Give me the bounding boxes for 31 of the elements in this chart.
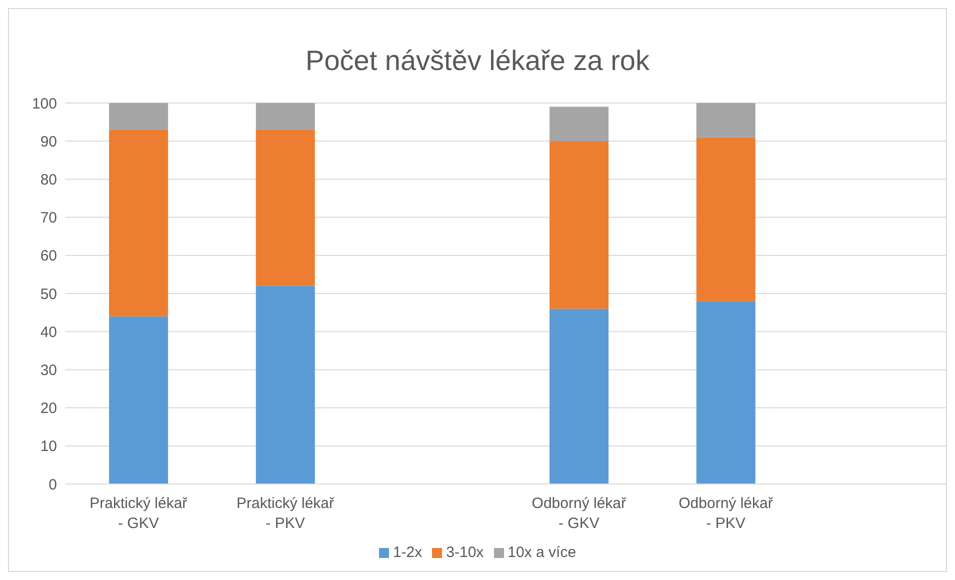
- bar: [256, 103, 315, 130]
- bar: [696, 137, 756, 302]
- legend-label: 10x a více: [508, 544, 576, 561]
- x-tick-label: Odborný lékař - PKV: [678, 495, 774, 532]
- bar: [256, 130, 315, 286]
- y-tick-label: 70: [40, 210, 57, 227]
- x-tick-label: Odborný lékař - GKV: [532, 495, 628, 532]
- bar: [550, 106, 609, 142]
- chart-title: Počet návštěv lékaře za rok: [304, 44, 650, 78]
- bar: [696, 301, 756, 484]
- legend-label: 1-2x: [392, 544, 422, 561]
- y-tick-label: 20: [40, 400, 57, 418]
- y-tick-label: 90: [40, 133, 57, 150]
- bar: [109, 130, 168, 316]
- y-tick-label: 100: [32, 95, 57, 112]
- y-tick-label: 0: [48, 476, 57, 494]
- x-tick-label: Praktický lékař - GKV: [90, 495, 188, 532]
- y-tick-label: 50: [40, 286, 57, 303]
- y-tick-label: 60: [40, 248, 57, 265]
- y-tick-label: 30: [40, 362, 57, 380]
- bar: [109, 103, 168, 130]
- bar: [696, 103, 756, 138]
- y-tick-label: 10: [40, 438, 57, 456]
- bar: [550, 308, 609, 484]
- legend-label: 3-10x: [446, 544, 484, 561]
- y-tick-label: 80: [40, 172, 57, 189]
- bar: [550, 141, 609, 309]
- bar: [109, 316, 168, 484]
- bar: [256, 286, 315, 484]
- y-tick-label: 40: [40, 324, 57, 341]
- x-tick-label: Praktický lékař - PKV: [236, 495, 336, 532]
